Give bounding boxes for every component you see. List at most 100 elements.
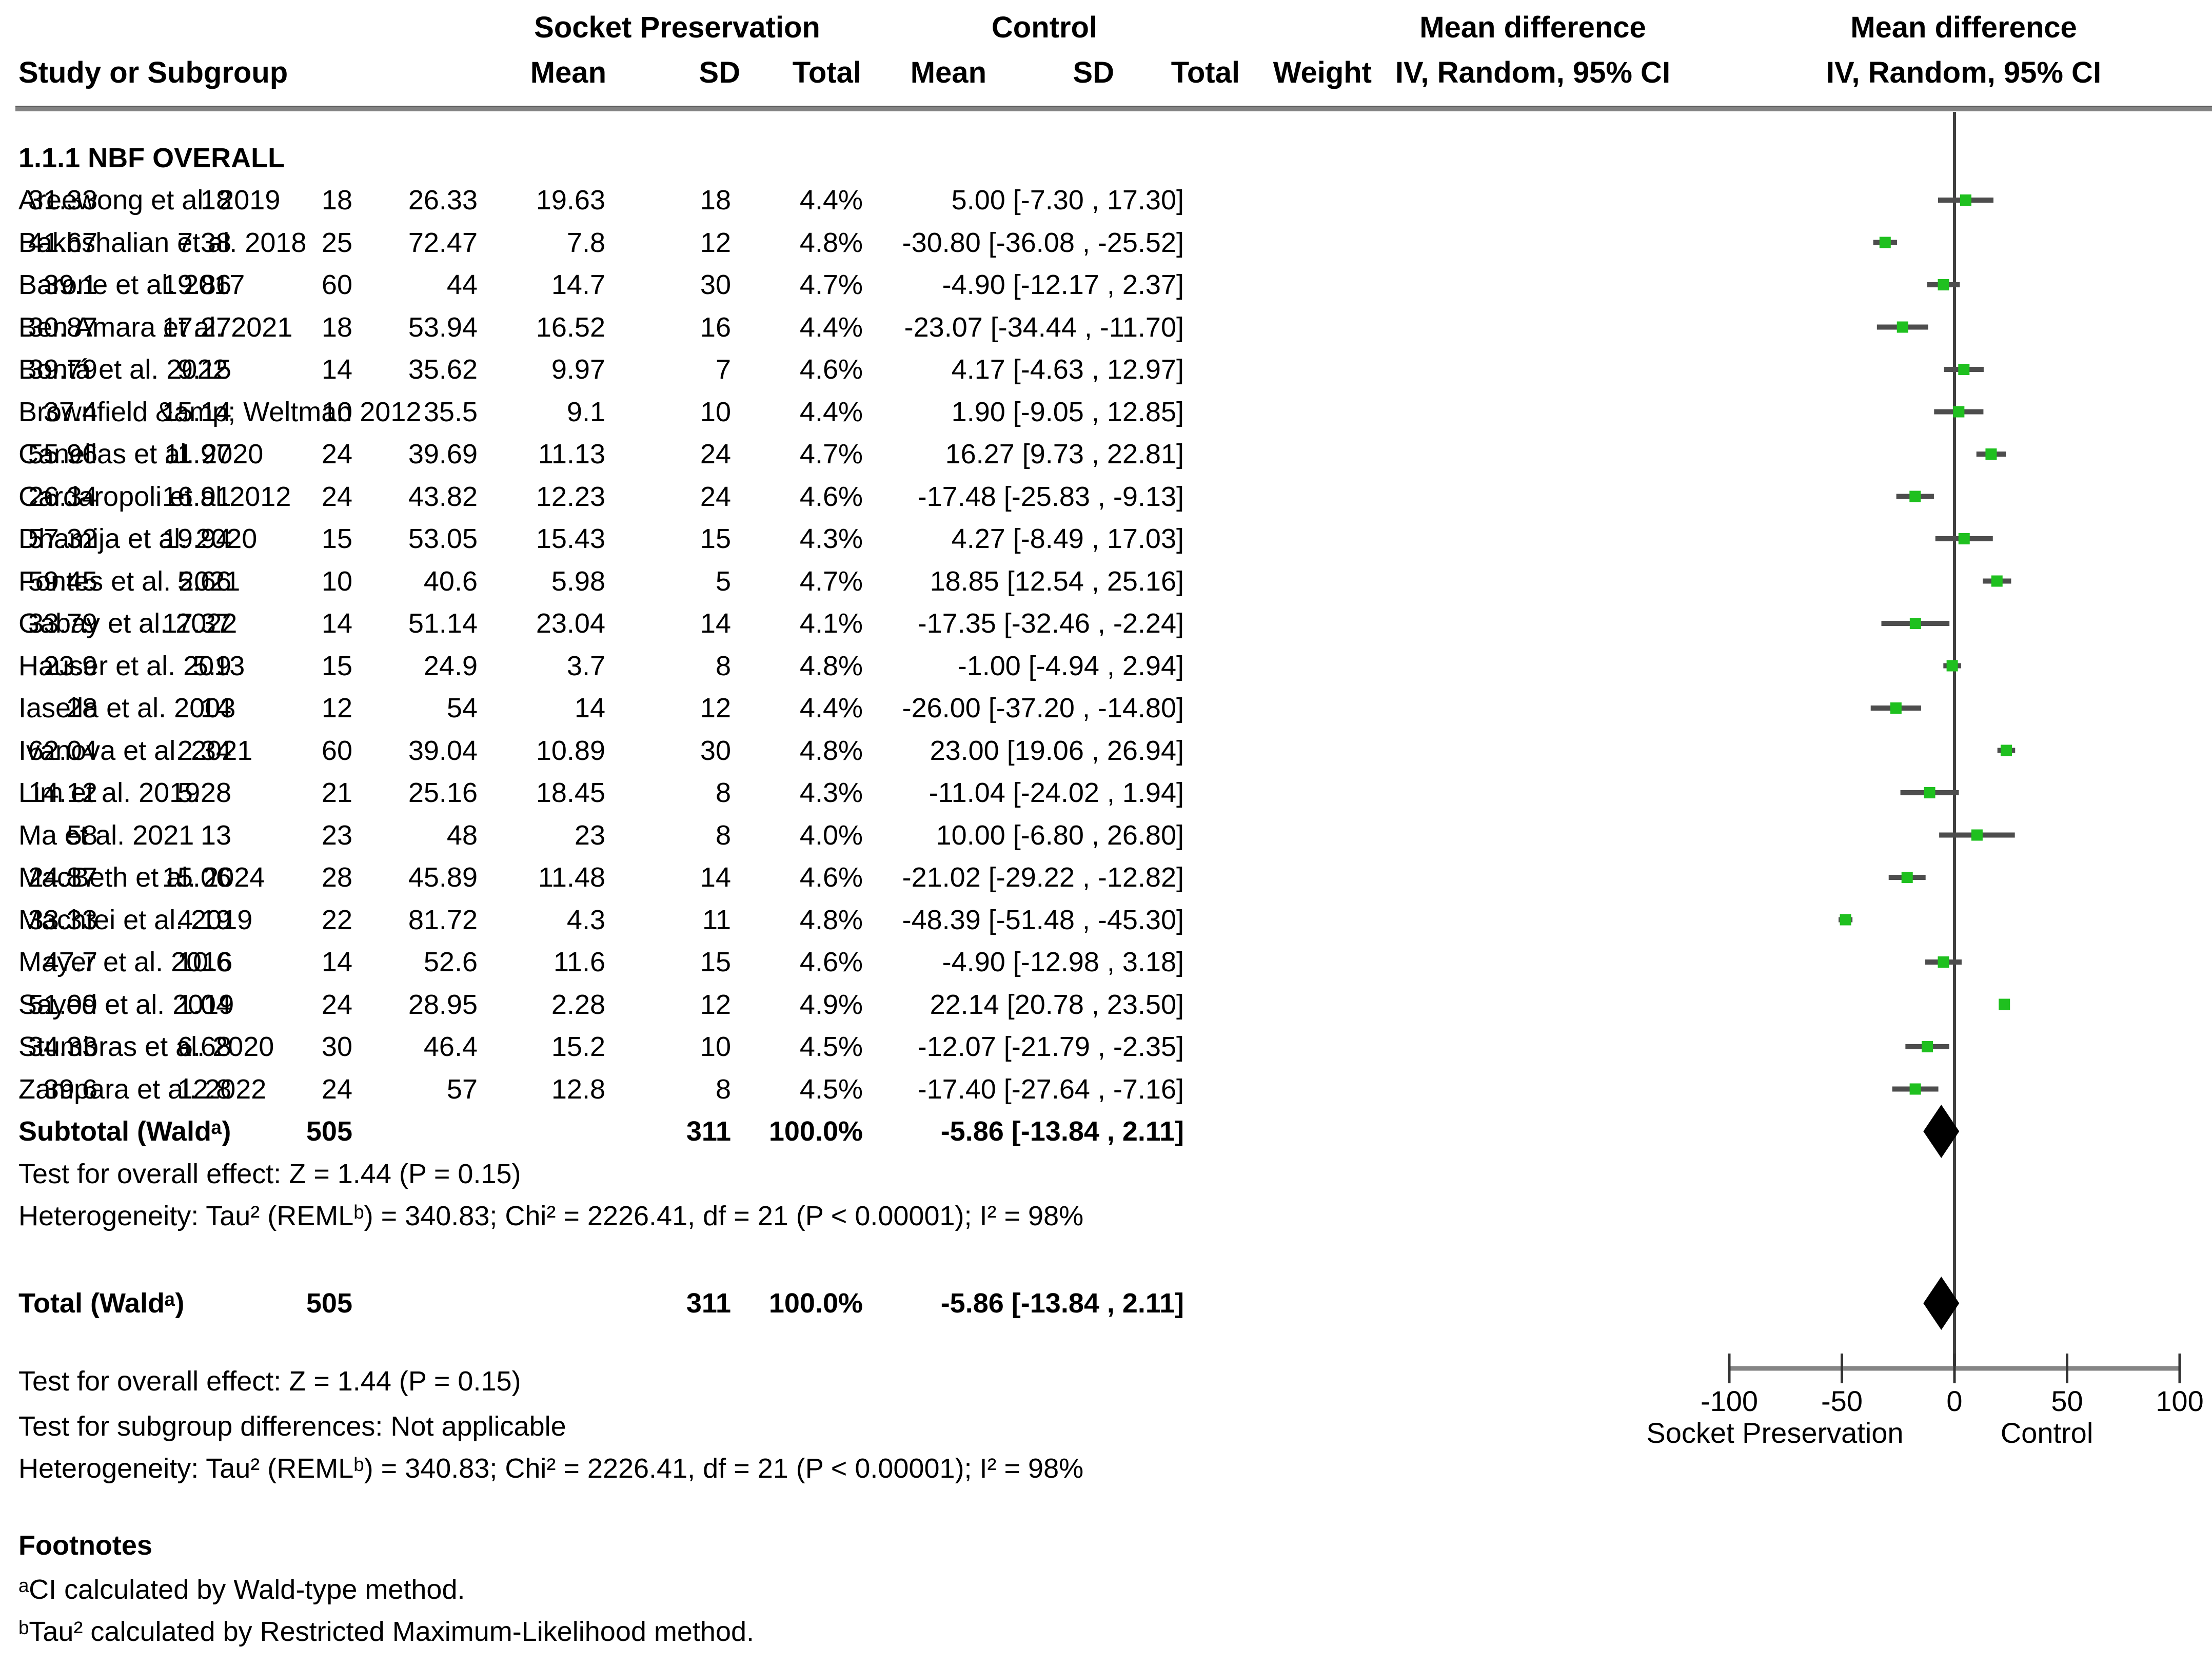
cell-sd_c: 10.89 (536, 735, 605, 766)
cell-weight: 4.8% (799, 735, 863, 766)
cell-sd_c: 11.13 (538, 439, 605, 469)
cell-total_c: 8 (715, 650, 731, 681)
cell-sd_sp: 15.14 (162, 396, 231, 427)
effect-marker (1991, 575, 2003, 587)
cell-sd_sp: 15.06 (162, 862, 231, 893)
cell-sd_sp: 6.68 (177, 1031, 231, 1062)
cell-total_c: 10 (700, 396, 731, 427)
cell-total_sp: 505 (306, 1116, 352, 1147)
cell-weight: 4.6% (799, 862, 863, 893)
study-label: Ma et al. 2021 (18, 819, 194, 851)
cell-total_sp: 30 (321, 1031, 352, 1062)
cell-weight: 4.8% (799, 227, 863, 258)
group-header-control: Control (991, 11, 1098, 44)
subtotal-row: Subtotal (Waldᵃ) 505 311 100.0% -5.86 [-13.8… (0, 1110, 1703, 1152)
study-row: Machtei et al. 2019 33.33 4.19 22 81.72 4.3 11… (0, 899, 1703, 941)
cell-total_sp: 14 (321, 354, 352, 385)
total-row: Total (Waldᵃ) 505 311 100.0% -5.86 [-13.84 ,… (0, 1282, 1703, 1324)
cell-weight: 4.4% (799, 185, 863, 215)
cell-weight: 4.7% (799, 439, 863, 469)
cell-weight: 4.5% (799, 1031, 863, 1062)
cell-mean_sp: 57.32 (28, 523, 97, 554)
cell-sd_c: 11.48 (538, 862, 605, 893)
effect-marker (1909, 1083, 1921, 1095)
study-label: Machtei et al. 2019 (18, 904, 253, 935)
c-sd-header: SD (1073, 56, 1114, 89)
cell-mean_sp: 39.6 (43, 1073, 97, 1105)
study-row: Cardaropoli et al.2012 26.34 16.91 24 43.82 1… (0, 476, 1703, 518)
cell-total_sp: 505 (306, 1288, 352, 1319)
cell-total_c: 10 (700, 1031, 731, 1062)
study-row: Hauser et al. 2013 23.9 5.9 15 24.9 3.7 8 4.8% -… (0, 645, 1703, 687)
cell-mean_sp: 34.33 (28, 1031, 97, 1062)
cell-total_c: 8 (715, 819, 731, 851)
axis-tick-label: 0 (1946, 1385, 1962, 1417)
cell-mean_sp: 23.9 (43, 650, 97, 681)
cell-mean_sp: 24.87 (28, 862, 97, 893)
study-label: Mayer et al. 2016 (18, 947, 233, 977)
study-column-header: Study or Subgroup (18, 56, 288, 89)
cell-sd_c: 4.3 (566, 904, 605, 935)
study-label: Total (Waldᵃ) (18, 1288, 185, 1319)
study-row: MacBeth et al. 2024 24.87 15.06 28 45.89 11.4… (0, 856, 1703, 898)
cell-total_sp: 21 (321, 777, 352, 808)
cell-weight: 4.4% (799, 311, 863, 343)
study-row: Dhamija et al. 2020 57.32 19.94 15 53.05 15.4… (0, 518, 1703, 560)
cell-sd_sp: 19.94 (162, 523, 231, 554)
cell-ci_text: -5.86 [-13.84 , 2.11] (940, 1116, 1184, 1147)
cell-total_c: 11 (702, 904, 731, 935)
cell-mean_c: 24.9 (423, 650, 478, 681)
cell-sd_c: 2.28 (551, 989, 605, 1020)
cell-ci_text: -4.90 [-12.98 , 3.18] (942, 947, 1184, 977)
cell-sd_sp: 5.9 (192, 650, 231, 681)
cell-sd_sp: 12.8 (177, 1073, 231, 1105)
cell-ci_text: -30.80 [-36.08 , -25.52] (902, 227, 1184, 258)
cell-ci_text: 22.14 [20.78 , 23.50] (930, 989, 1184, 1020)
cell-sd_sp: 7.38 (177, 227, 231, 258)
cell-mean_sp: 58 (66, 819, 97, 851)
subtotal-heterogeneity-line: Heterogeneity: Tau² (REMLᵇ) = 340.83; Ch… (18, 1201, 1084, 1231)
cell-mean_c: 72.47 (408, 227, 478, 258)
cell-total_sp: 25 (321, 227, 352, 258)
cell-mean_c: 54 (446, 693, 478, 723)
cell-mean_c: 28.95 (408, 989, 478, 1020)
study-row: Ben Amara et al. 2021 30.87 17.27 18 53.94 16… (0, 306, 1703, 348)
cell-total_c: 311 (686, 1288, 731, 1319)
axis-tick-label: 100 (2156, 1385, 2203, 1417)
study-label: Dhamija et al. 2020 (18, 523, 258, 554)
axis-group-label-right: Control (2001, 1417, 2094, 1449)
cell-sd_sp: 9.15 (177, 354, 231, 385)
cell-mean_c: 25.16 (408, 777, 478, 808)
cell-sd_sp: 4.19 (177, 904, 231, 935)
cell-mean_c: 53.05 (408, 523, 478, 554)
cell-sd_c: 14 (574, 693, 605, 723)
effect-marker (1985, 448, 1997, 460)
cell-ci_text: -4.90 [-12.17 , 2.37] (942, 269, 1184, 300)
study-row: Mayer et al. 2016 47.7 10.6 14 52.6 11.6 15 4.6… (0, 941, 1703, 983)
cell-mean_sp: 51.09 (28, 989, 97, 1020)
study-label: Lim et al. 2019 (18, 777, 201, 808)
cell-ci_text: 10.00 [-6.80 , 26.80] (936, 819, 1184, 851)
study-row: Brownfield &amp; Weltman 2012 37.4 15.14 10… (0, 391, 1703, 433)
cell-mean_sp: 28 (66, 693, 97, 723)
effect-marker (1922, 1041, 1933, 1052)
cell-mean_sp: 30.87 (28, 311, 97, 343)
cell-ci_text: -26.00 [-37.20 , -14.80] (902, 693, 1184, 723)
cell-mean_sp: 39.79 (28, 354, 97, 385)
cell-total_sp: 10 (321, 565, 352, 597)
effect-marker (1938, 956, 1949, 968)
cell-sd_c: 9.97 (551, 354, 605, 385)
cell-total_sp: 14 (321, 608, 352, 639)
cell-mean_c: 46.4 (423, 1031, 478, 1062)
cell-total_sp: 14 (321, 947, 352, 977)
cell-ci_text: 18.85 [12.54 , 25.16] (930, 565, 1184, 597)
mean-difference-text-header: Mean difference (1419, 11, 1646, 44)
study-row: Barone et al. 2017 39.1 19.86 60 44 14.7 30 4.7… (0, 264, 1703, 306)
effect-marker (1958, 364, 1970, 375)
weight-header: Weight (1273, 56, 1372, 89)
c-total-header: Total (1171, 56, 1240, 89)
cell-total_c: 24 (700, 481, 731, 512)
cell-sd_sp: 11.97 (164, 439, 231, 469)
cell-weight: 4.5% (799, 1073, 863, 1105)
